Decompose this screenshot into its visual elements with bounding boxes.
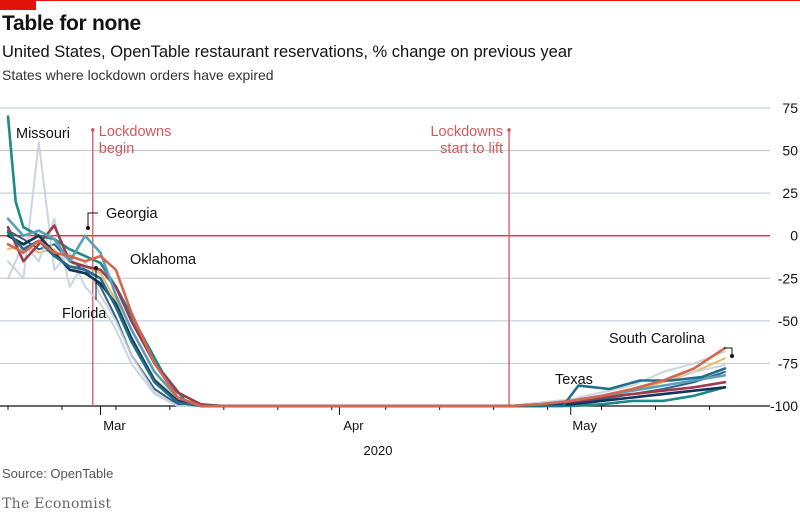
annotation-leader bbox=[87, 212, 98, 228]
y-tick-label: -100 bbox=[770, 398, 798, 414]
annotation-dot bbox=[94, 266, 98, 270]
event-label: begin bbox=[99, 141, 134, 157]
series-label: Florida bbox=[62, 306, 107, 322]
series-label: Texas bbox=[555, 372, 593, 388]
y-tick-label: 50 bbox=[782, 143, 798, 159]
series-line-georgia bbox=[6, 224, 727, 408]
x-year-label: 2020 bbox=[364, 443, 393, 458]
x-tick-label: Apr bbox=[343, 418, 364, 433]
event-label: Lockdowns bbox=[430, 124, 503, 140]
event-label: Lockdowns bbox=[99, 124, 172, 140]
series-line-texas bbox=[6, 231, 727, 408]
y-tick-label: 0 bbox=[790, 228, 798, 244]
annotation-leader bbox=[724, 347, 733, 356]
series-line-background bbox=[7, 217, 726, 407]
series-line-background bbox=[7, 141, 726, 407]
y-tick-label: -50 bbox=[778, 313, 798, 329]
chart-title: Table for none bbox=[2, 12, 141, 35]
chart-subsubtitle: States where lockdown orders have expire… bbox=[2, 67, 274, 83]
annotation-dot bbox=[86, 226, 90, 230]
series-line-oklahoma bbox=[6, 217, 727, 408]
annotation-dot bbox=[730, 354, 734, 358]
y-tick-label: -25 bbox=[778, 270, 798, 286]
publisher-brand: The Economist bbox=[2, 496, 112, 512]
series-line-background bbox=[7, 229, 726, 407]
series-line-missouri bbox=[6, 115, 727, 408]
x-tick-label: May bbox=[572, 418, 597, 433]
top-rule bbox=[0, 0, 800, 1]
x-tick-label: Mar bbox=[103, 418, 126, 433]
event-marker bbox=[507, 128, 511, 132]
source-note: Source: OpenTable bbox=[2, 466, 114, 481]
series-label: South Carolina bbox=[609, 331, 706, 347]
y-tick-label: 25 bbox=[782, 185, 798, 201]
series-label: Oklahoma bbox=[130, 252, 197, 268]
y-tick-label: -75 bbox=[778, 355, 798, 371]
event-marker bbox=[90, 128, 95, 132]
event-label: start to lift bbox=[440, 141, 503, 157]
brand-red-tag bbox=[0, 0, 36, 10]
chart-subtitle: United States, OpenTable restaurant rese… bbox=[2, 43, 573, 61]
series-label: Missouri bbox=[16, 126, 70, 142]
y-tick-label: 75 bbox=[782, 100, 798, 116]
series-label: Georgia bbox=[106, 206, 159, 222]
series-line-south-carolina bbox=[6, 239, 727, 408]
